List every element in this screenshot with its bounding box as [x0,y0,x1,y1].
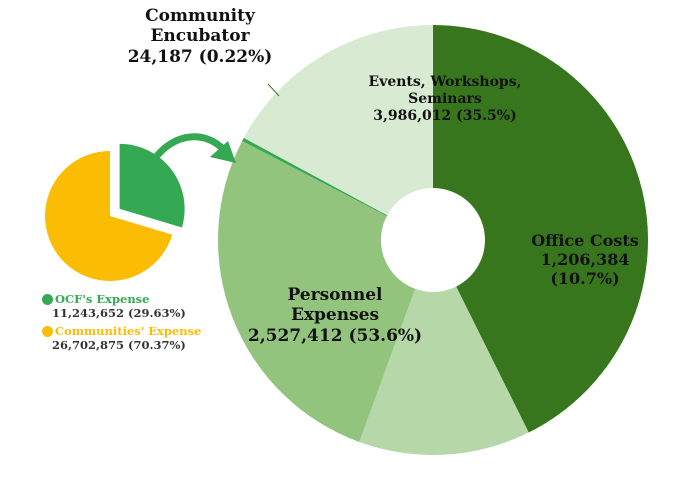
label-value: 2,527,412 (53.6%) [247,325,423,346]
legend-label: Communities' Expense [55,324,202,338]
legend-swatch [42,325,53,337]
label-events-workshops: Events, Workshops, Seminars 3,986,012 (3… [345,74,545,124]
label-community-encubator: Community Encubator 24,187 (0.22%) [100,6,300,67]
donut-slice-events-workshops-seminars [433,25,648,433]
curved-arrow-icon [152,133,228,161]
label-line: Personnel [287,285,383,305]
label-line: Expenses [290,305,380,326]
donut-slice-community-encubator [242,137,433,240]
label-line: Community [145,6,255,26]
legend-value: 26,702,875 (70.37%) [52,338,186,352]
donut-slice-personnel-expenses [218,140,433,442]
label-line: Events, Workshops, [368,74,522,90]
encubator-leader-line [267,83,280,97]
pie-slice-communities-expense [45,151,173,281]
donut-slice-office-costs-1-206-384-10-7 [359,240,529,455]
legend-swatch [42,293,53,305]
label-value: 3,986,012 (35.5%) [373,107,517,124]
legend-item-communities: Communities' Expense [42,324,201,338]
legend-value: 11,243,652 (29.63%) [52,306,186,320]
label-line: (10.7%) [550,269,620,289]
label-line: Encubator [150,26,250,47]
label-personnel-expenses: Personnel Expenses 2,527,412 (53.6%) [225,285,445,346]
label-line: Office Costs [531,231,639,250]
legend-label: OCF's Expense [55,292,150,306]
label-line: Seminars [408,90,482,107]
label-value: 24,187 (0.22%) [127,46,273,67]
donut-slice-unlabeled [243,25,433,240]
label-line: 1,206,384 [540,250,630,270]
arrow-head-icon [210,141,236,163]
ocf-expense-breakdown-donut [218,25,648,455]
pie-slice-ocf-s-expense [119,143,185,228]
legend-item-ocf: OCF's Expense [42,292,201,306]
expense-split-pie [45,143,185,281]
label-office-costs: Office Costs 1,206,384 (10.7%) [515,231,655,289]
donut-hole [381,188,485,292]
legend: OCF's Expense 11,243,652 (29.63%) Commun… [42,292,201,356]
